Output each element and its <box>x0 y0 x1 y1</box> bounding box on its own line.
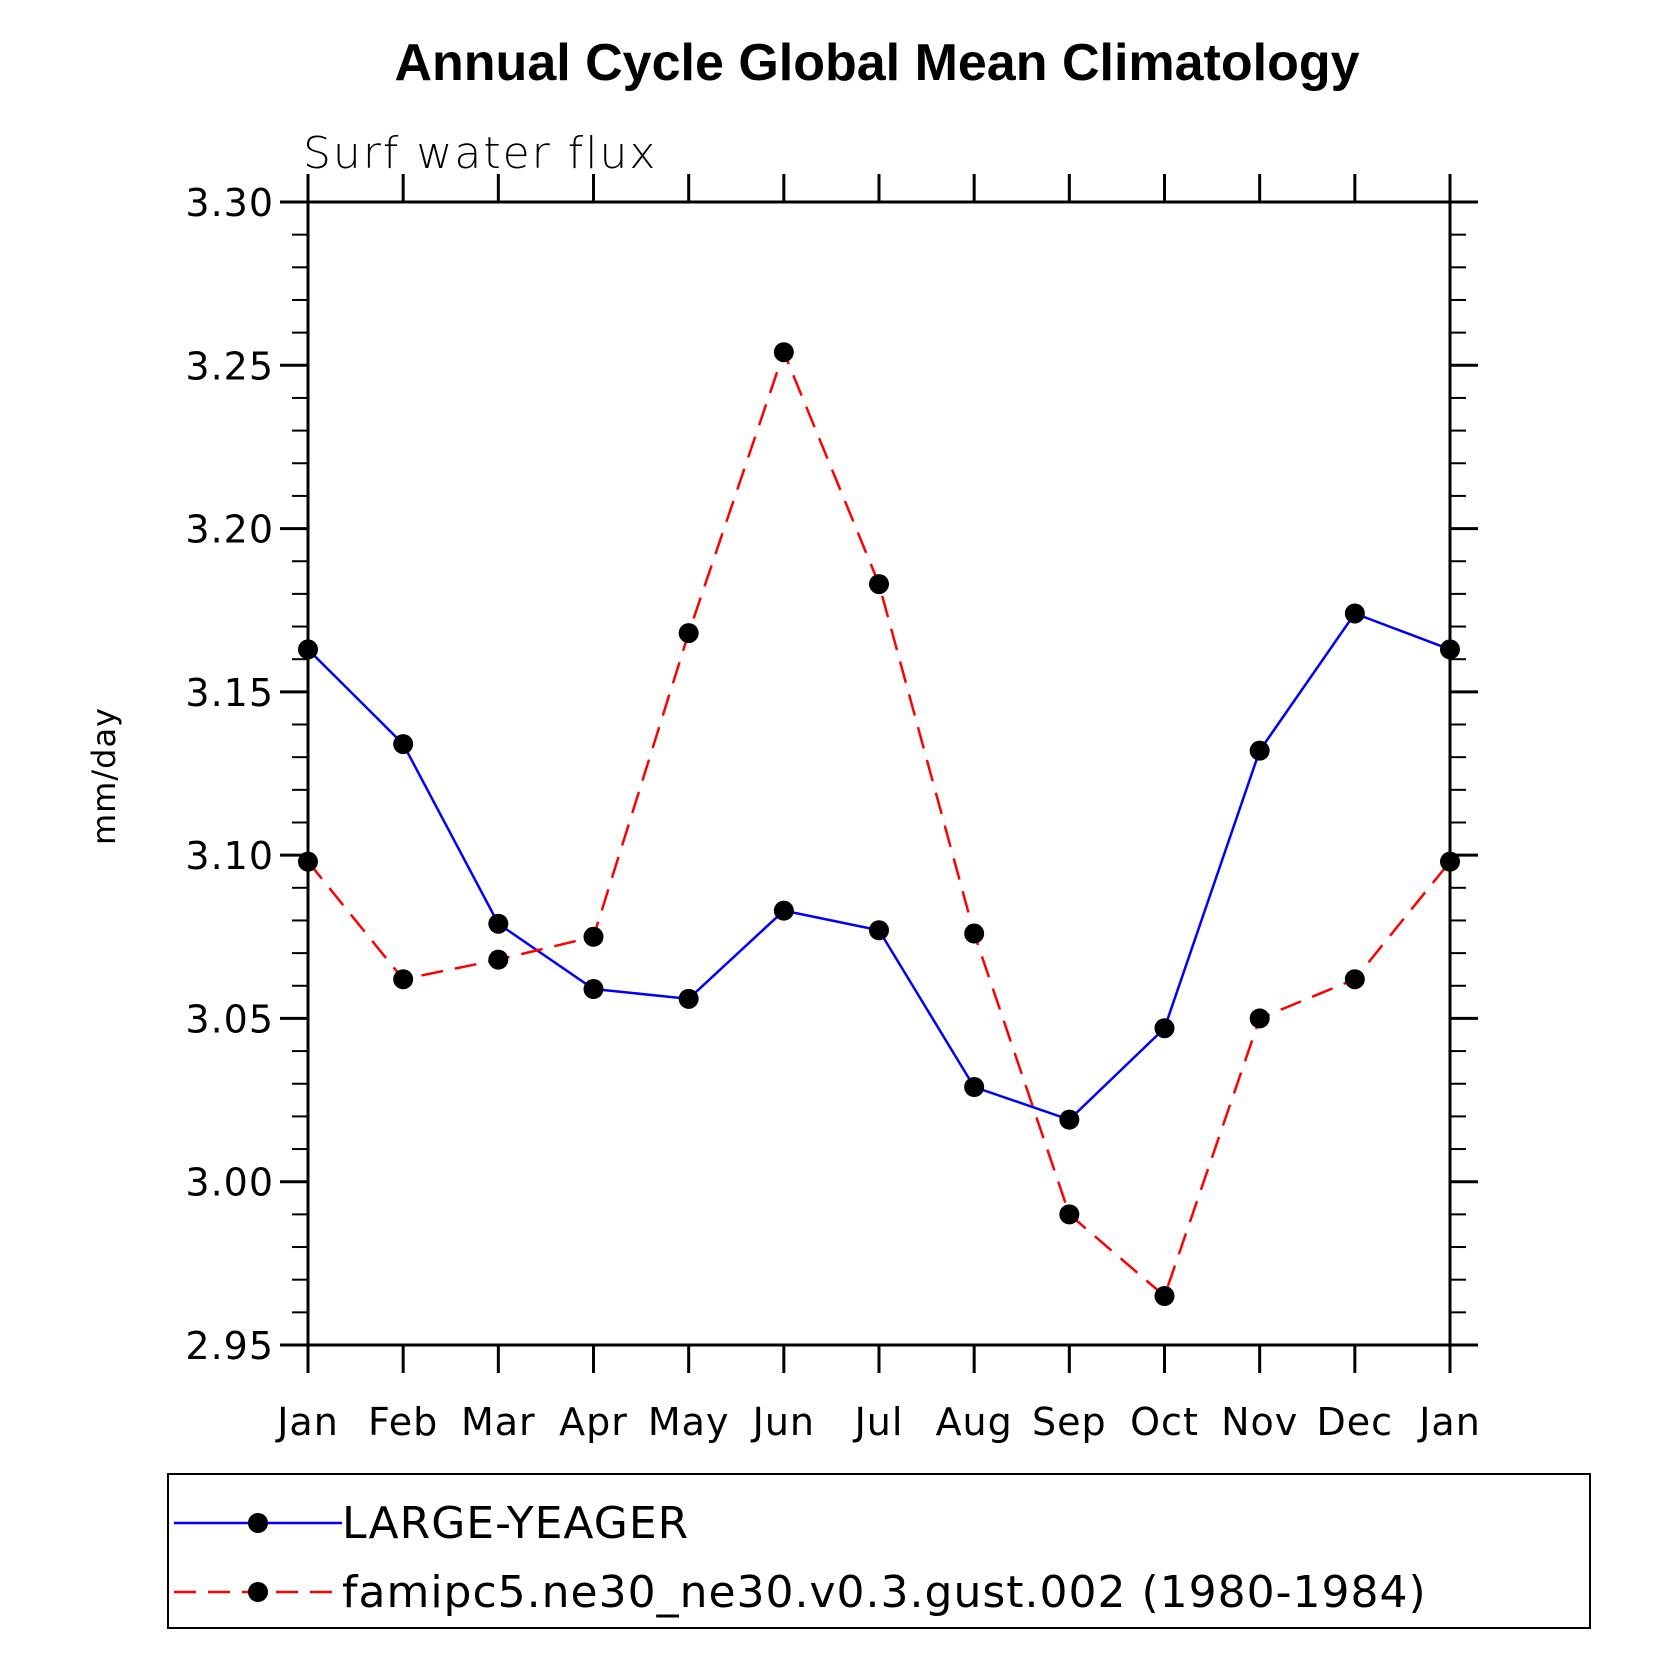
y-tick-label: 2.95 <box>185 1324 274 1368</box>
series-0-point <box>773 900 794 921</box>
series-1-point <box>488 949 509 970</box>
series-0-point <box>298 639 318 660</box>
x-tick-label: Nov <box>1221 1400 1298 1444</box>
series-1-point <box>1249 1008 1270 1029</box>
y-tick-label: 3.30 <box>185 181 274 225</box>
x-tick-label: May <box>648 1400 730 1444</box>
x-tick-label: Mar <box>461 1400 536 1444</box>
legend-marker-famipc5 <box>248 1582 268 1602</box>
series-1-point <box>1440 851 1460 872</box>
y-tick-label: 3.05 <box>185 997 274 1041</box>
x-tick-label: Jun <box>751 1400 815 1444</box>
x-tick-label: Apr <box>559 1400 628 1444</box>
series-1-point <box>1344 969 1365 990</box>
series-0-point <box>393 734 414 755</box>
chart-subtitle: Surf water flux <box>303 128 657 179</box>
series-line-1 <box>307 348 1451 1299</box>
chart-title: Annual Cycle Global Mean Climatology <box>394 34 1359 92</box>
series <box>298 342 1460 1307</box>
y-tick-label: 3.20 <box>185 508 274 552</box>
series-0-point <box>1344 603 1365 624</box>
series-1-point <box>678 623 699 644</box>
series-0-point <box>1249 740 1270 761</box>
x-tick-label: Sep <box>1032 1400 1107 1444</box>
series-0-point <box>869 920 889 941</box>
series-1-point <box>583 926 604 947</box>
x-tick-label: Jan <box>275 1400 339 1444</box>
series-0-point <box>964 1077 985 1098</box>
series-1-point <box>393 969 414 990</box>
x-tick-label: Oct <box>1130 1400 1199 1444</box>
series-1-point <box>869 574 889 595</box>
series-1-point <box>964 923 985 944</box>
legend-marker-large-yeager <box>248 1513 268 1533</box>
y-axis-label: mm/day <box>85 707 123 845</box>
series-1-point <box>298 851 318 872</box>
plot-frame <box>306 200 1452 1347</box>
series-0-point <box>583 979 604 1000</box>
x-tick-label: Aug <box>936 1400 1013 1444</box>
y-tick-label: 3.00 <box>185 1161 274 1205</box>
series-0-point <box>1440 639 1460 660</box>
legend-box <box>167 1473 1591 1629</box>
axes: Jan Feb Mar Apr May Jun Jul Aug Sep Oct Nov Dec Jan2… <box>185 174 1480 1444</box>
x-tick-label: Feb <box>368 1400 438 1444</box>
series-0-point <box>1154 1018 1175 1039</box>
series-1-point <box>1059 1204 1080 1225</box>
series-1-point <box>1154 1286 1175 1307</box>
x-tick-label: Jan <box>1417 1400 1481 1444</box>
series-0-point <box>678 988 699 1009</box>
y-tick-label: 3.15 <box>185 671 274 715</box>
plot-area <box>306 200 1452 1347</box>
series-1-point <box>773 342 794 363</box>
x-tick-label: Jul <box>853 1400 904 1444</box>
y-tick-label: 3.25 <box>185 344 274 388</box>
series-line-0 <box>307 611 1451 1122</box>
legend-label-famipc5: famipc5.ne30_ne30.v0.3.gust.002 (1980-19… <box>342 1567 1427 1618</box>
legend: LARGE-YEAGER famipc5.ne30_ne30.v0.3.gust… <box>167 1473 1591 1629</box>
y-tick-label: 3.10 <box>185 834 274 878</box>
x-tick-label: Dec <box>1317 1400 1394 1444</box>
legend-label-large-yeager: LARGE-YEAGER <box>342 1498 689 1549</box>
series-0-point <box>488 913 509 934</box>
series-0-point <box>1059 1109 1080 1130</box>
